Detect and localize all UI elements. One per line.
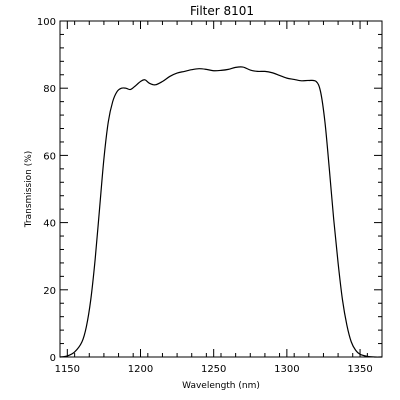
y-tick-label: 20 <box>43 286 56 297</box>
x-tick-label: 1150 <box>55 364 80 375</box>
x-axis-label: Wavelength (nm) <box>182 381 260 391</box>
x-tick-label: 1350 <box>347 364 372 375</box>
x-tick-label: 1200 <box>128 364 153 375</box>
y-tick-label: 0 <box>50 353 56 364</box>
x-tick-label: 1300 <box>274 364 299 375</box>
y-tick-label: 80 <box>43 84 56 95</box>
y-tick-label: 60 <box>43 151 56 162</box>
y-axis-label: Transmission (%) <box>24 151 34 229</box>
y-tick-label: 40 <box>43 219 56 230</box>
plot-frame <box>59 20 383 358</box>
axis-ticks <box>59 20 383 358</box>
x-tick-label: 1250 <box>201 364 226 375</box>
chart-title: Filter 8101 <box>190 4 254 18</box>
tick-labels: 1150 1200 1250 1300 1350 0 20 40 60 80 100 <box>37 17 373 375</box>
transmission-curve <box>59 66 383 358</box>
y-tick-label: 100 <box>37 17 56 28</box>
